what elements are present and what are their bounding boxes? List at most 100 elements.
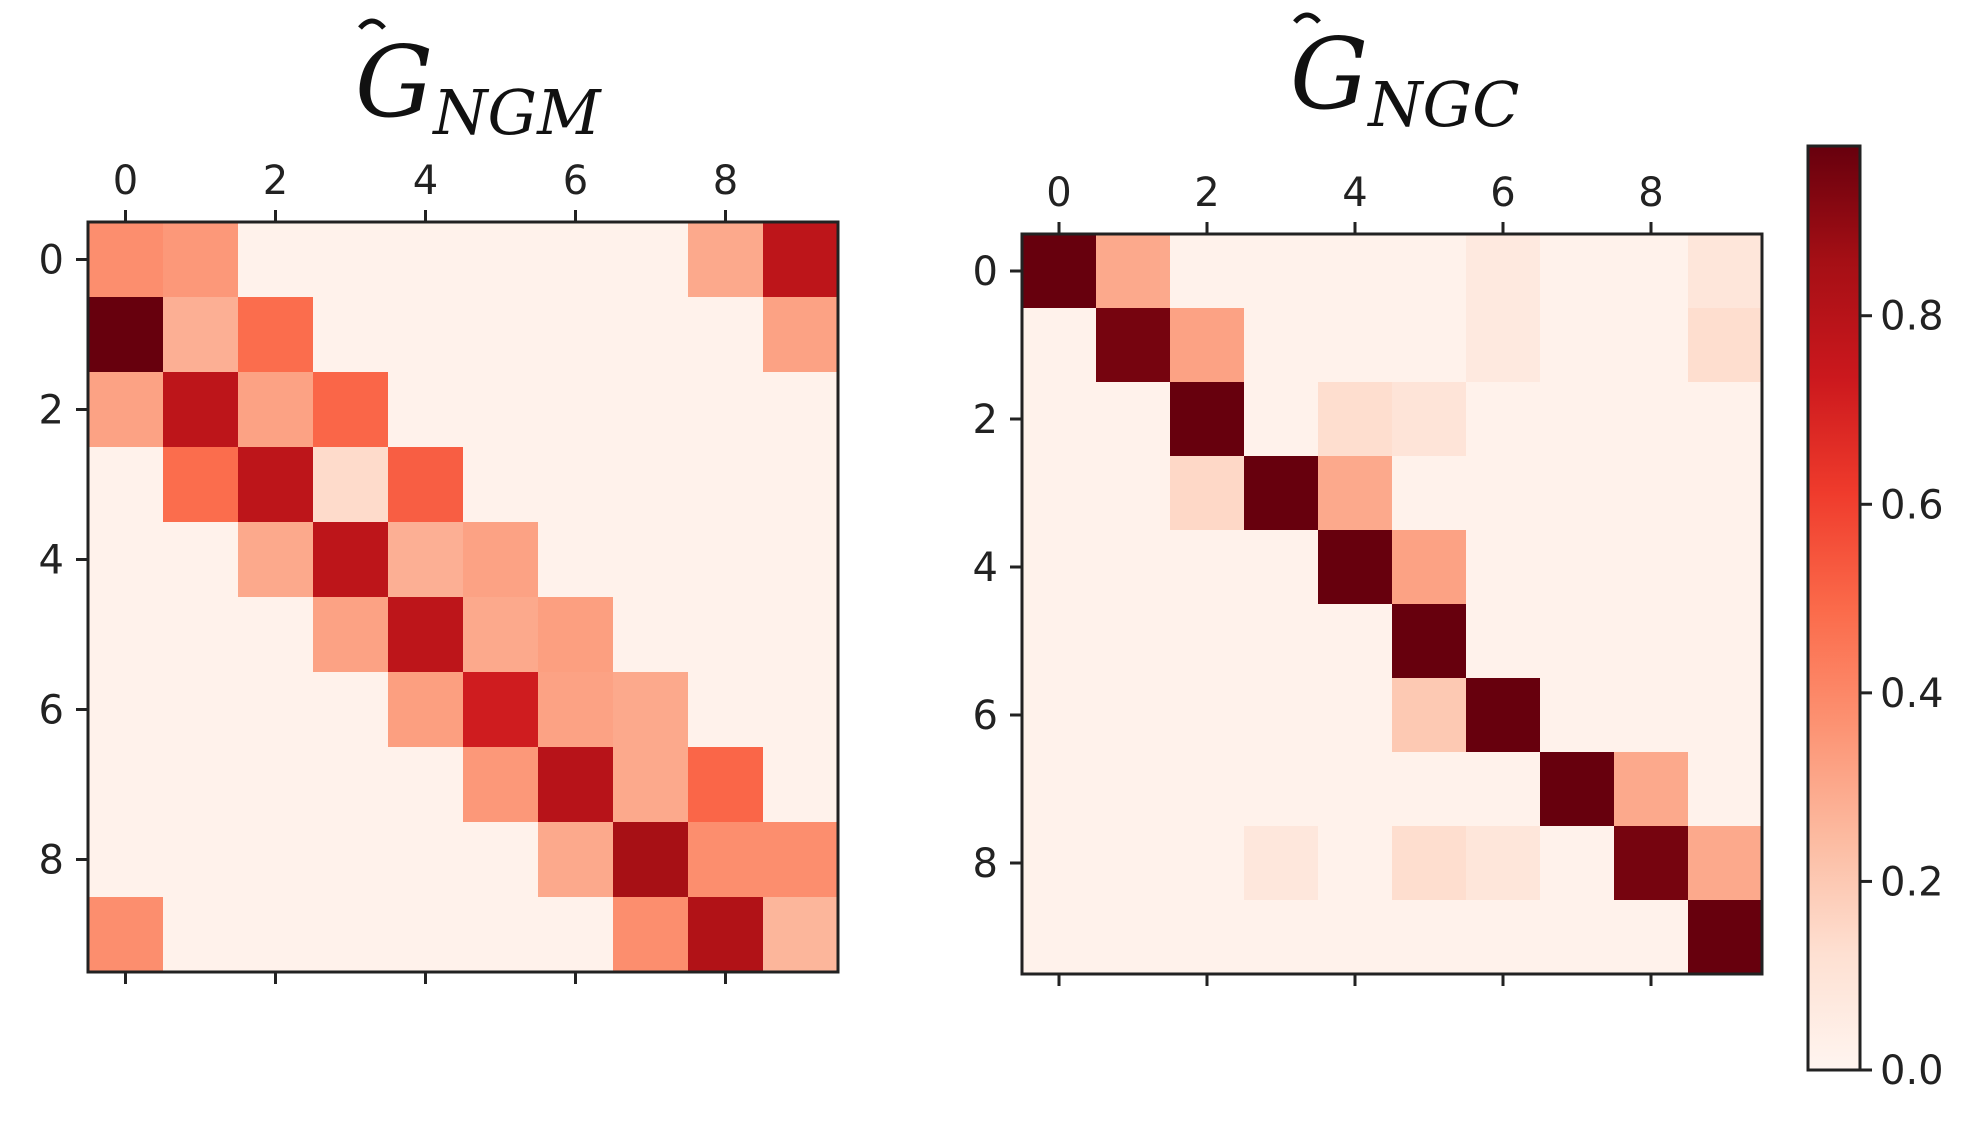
heatmap-ngm-cell-2-0 xyxy=(88,372,164,448)
heatmap-ngm-cell-8-6 xyxy=(538,822,614,898)
heatmap-ngm-cell-7-8 xyxy=(688,747,764,823)
heatmap-ngc-cell-6-8 xyxy=(1614,678,1689,753)
colorbar-tick-label-1: 0.2 xyxy=(1880,859,1944,905)
heatmap-ngm-cell-5-4 xyxy=(388,597,464,673)
heatmap-ngm-cell-3-5 xyxy=(463,447,539,523)
heatmap-ngc-cell-5-8 xyxy=(1614,604,1689,679)
heatmap-ngc-title-hat xyxy=(1293,12,1321,24)
heatmap-ngm-cell-4-2 xyxy=(238,522,314,598)
heatmap-ngm-title-hat xyxy=(358,18,386,30)
heatmap-ngm-cell-2-5 xyxy=(463,372,539,448)
heatmap-ngm-cell-9-7 xyxy=(613,897,689,973)
heatmap-ngm-cell-4-6 xyxy=(538,522,614,598)
heatmap-ngm-cell-6-3 xyxy=(313,672,389,748)
heatmap-ngm-cell-6-2 xyxy=(238,672,314,748)
heatmap-ngc-cell-3-0 xyxy=(1022,456,1097,531)
heatmap-ngm-cell-8-1 xyxy=(163,822,239,898)
heatmap-ngc-cell-9-9 xyxy=(1688,900,1763,975)
heatmap-ngm-cell-9-9 xyxy=(763,897,839,973)
colorbar-axis: 0.0 0.2 0.4 0.6 0.8 xyxy=(1860,294,1944,1094)
heatmap-ngm-x-tick-label-8: 8 xyxy=(713,158,738,204)
heatmap-ngm-cell-1-4 xyxy=(388,297,464,373)
heatmap-ngm-cell-1-0 xyxy=(88,297,164,373)
heatmap-ngc-cell-8-2 xyxy=(1170,826,1245,901)
heatmap-ngc-title-base: G xyxy=(1290,18,1368,132)
heatmap-ngm-cell-3-2 xyxy=(238,447,314,523)
heatmap-ngc-cell-5-4 xyxy=(1318,604,1393,679)
heatmap-ngc-cell-1-3 xyxy=(1244,308,1319,383)
heatmap-ngm-cell-9-2 xyxy=(238,897,314,973)
heatmap-ngc-cell-6-4 xyxy=(1318,678,1393,753)
heatmap-ngc-cell-2-5 xyxy=(1392,382,1467,457)
heatmap-ngm-cell-2-2 xyxy=(238,372,314,448)
heatmap-ngc-cell-7-8 xyxy=(1614,752,1689,827)
heatmap-ngm-cell-6-1 xyxy=(163,672,239,748)
heatmap-ngc-cell-2-7 xyxy=(1540,382,1615,457)
heatmap-ngc-cell-7-4 xyxy=(1318,752,1393,827)
heatmap-ngc-cell-9-3 xyxy=(1244,900,1319,975)
heatmap-ngm-cell-9-3 xyxy=(313,897,389,973)
heatmap-ngc-x-tick-label-0: 0 xyxy=(1046,170,1071,216)
heatmap-ngm-y-tick-label-0: 0 xyxy=(39,238,64,284)
heatmap-ngc-cell-0-3 xyxy=(1244,234,1319,309)
heatmap-ngm-cell-6-7 xyxy=(613,672,689,748)
heatmap-ngc-cell-5-1 xyxy=(1096,604,1171,679)
heatmap-ngm-cell-4-7 xyxy=(613,522,689,598)
heatmap-ngm-cell-9-8 xyxy=(688,897,764,973)
heatmap-ngc-cell-3-3 xyxy=(1244,456,1319,531)
heatmap-ngm-cell-6-9 xyxy=(763,672,839,748)
heatmap-ngm-y-tick-label-2: 2 xyxy=(39,388,64,434)
heatmap-ngm-y-tick-label-4: 4 xyxy=(39,538,64,584)
heatmap-ngc-cell-1-4 xyxy=(1318,308,1393,383)
heatmap-ngm-cell-5-9 xyxy=(763,597,839,673)
heatmap-ngm-cell-5-7 xyxy=(613,597,689,673)
heatmap-ngm-cell-2-9 xyxy=(763,372,839,448)
heatmap-ngm-cell-4-3 xyxy=(313,522,389,598)
heatmap-ngm-cell-3-8 xyxy=(688,447,764,523)
heatmap-ngm-frame xyxy=(86,220,840,974)
heatmap-ngm-cell-0-0 xyxy=(88,222,164,298)
heatmap-ngm-cell-6-6 xyxy=(538,672,614,748)
heatmap-ngc-cell-8-4 xyxy=(1318,826,1393,901)
heatmap-ngm-cell-5-1 xyxy=(163,597,239,673)
heatmap-ngc-cell-8-6 xyxy=(1466,826,1541,901)
heatmap-ngm-y-axis: 0 2 4 6 8 xyxy=(39,238,88,884)
heatmap-ngc-cell-0-0 xyxy=(1022,234,1097,309)
heatmap-ngc-cell-3-5 xyxy=(1392,456,1467,531)
heatmap-ngm-x-tick-label-0: 0 xyxy=(113,158,138,204)
heatmap-ngc-y-axis: 0 2 4 6 8 xyxy=(973,249,1022,887)
heatmap-ngm-cell-3-1 xyxy=(163,447,239,523)
heatmap-ngc-cell-4-0 xyxy=(1022,530,1097,605)
heatmap-ngm-title: GNGM xyxy=(355,26,602,149)
heatmap-ngc-cell-4-4 xyxy=(1318,530,1393,605)
heatmap-ngc-cell-6-6 xyxy=(1466,678,1541,753)
heatmap-ngc-cell-5-7 xyxy=(1540,604,1615,679)
heatmap-ngc-cell-3-6 xyxy=(1466,456,1541,531)
heatmap-ngm-cell-9-0 xyxy=(88,897,164,973)
heatmap-ngc-cell-8-0 xyxy=(1022,826,1097,901)
heatmap-ngm-cell-9-1 xyxy=(163,897,239,973)
heatmap-ngc-cell-4-2 xyxy=(1170,530,1245,605)
heatmap-ngm-cell-6-8 xyxy=(688,672,764,748)
heatmap-ngm-cell-1-3 xyxy=(313,297,389,373)
heatmap-ngm-cell-4-9 xyxy=(763,522,839,598)
heatmap-ngc-x-tick-label-6: 6 xyxy=(1490,170,1515,216)
heatmap-ngm-cell-0-9 xyxy=(763,222,839,298)
heatmap-ngm-x-axis: 0 2 4 6 8 xyxy=(113,158,738,984)
heatmap-ngc-cell-5-0 xyxy=(1022,604,1097,679)
heatmap-ngm-cell-7-4 xyxy=(388,747,464,823)
heatmap-ngm-cell-9-6 xyxy=(538,897,614,973)
heatmap-ngc-cell-9-7 xyxy=(1540,900,1615,975)
heatmap-ngc-cell-8-8 xyxy=(1614,826,1689,901)
heatmap-ngc-cell-5-9 xyxy=(1688,604,1763,679)
heatmap-ngc-x-tick-label-8: 8 xyxy=(1638,170,1663,216)
heatmap-ngc-cell-6-3 xyxy=(1244,678,1319,753)
heatmap-ngm-cell-1-2 xyxy=(238,297,314,373)
heatmap-ngc: GNGC 0 2 4 6 8 0 2 4 6 8 xyxy=(973,12,1764,986)
heatmap-ngc-cell-1-6 xyxy=(1466,308,1541,383)
heatmap-ngm-y-tick-label-8: 8 xyxy=(39,838,64,884)
heatmap-ngc-x-tick-label-4: 4 xyxy=(1342,170,1367,216)
heatmap-ngc-cell-4-5 xyxy=(1392,530,1467,605)
heatmap-ngm-cell-8-8 xyxy=(688,822,764,898)
